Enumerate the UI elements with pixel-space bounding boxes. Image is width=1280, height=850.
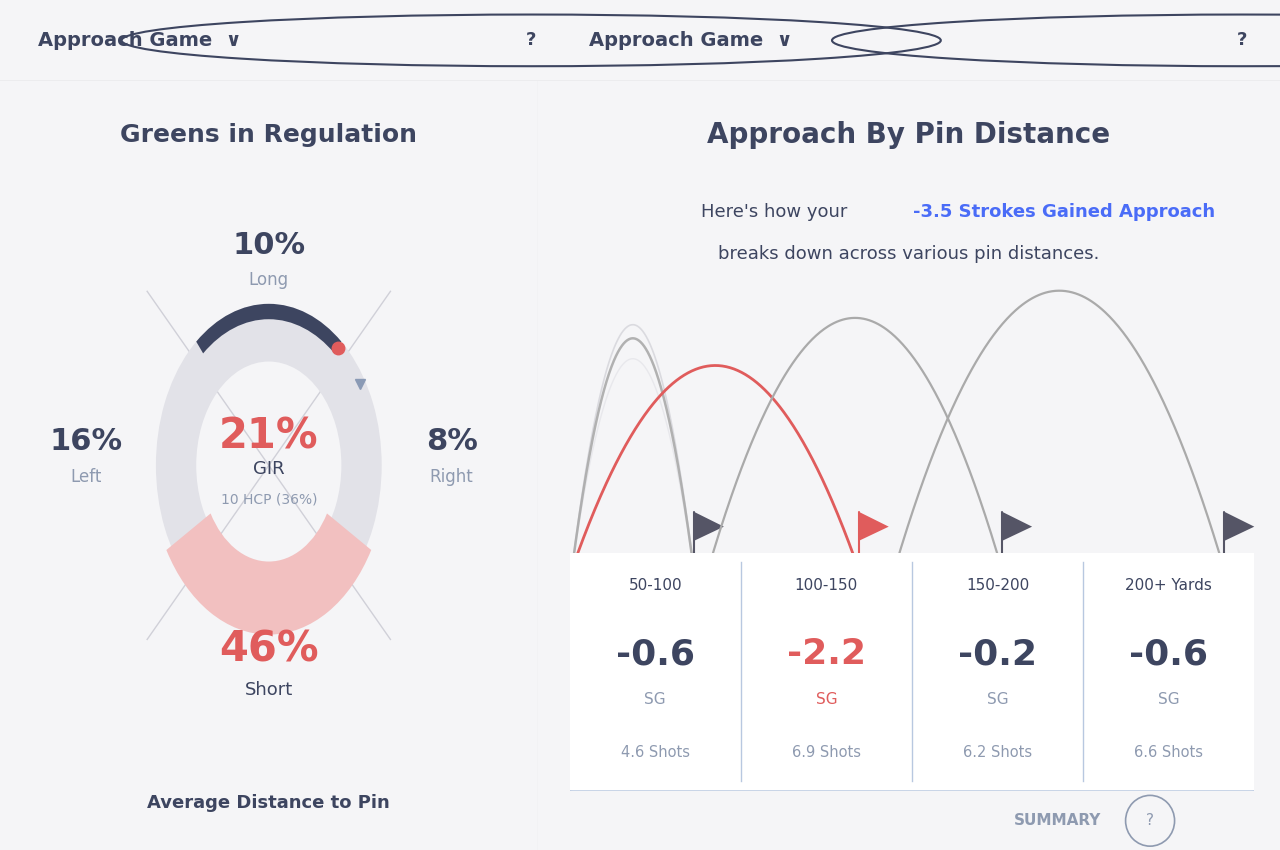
Polygon shape <box>694 512 724 541</box>
Text: Long: Long <box>248 270 289 289</box>
Text: 50-100: 50-100 <box>628 578 682 593</box>
Text: Approach Game  ∨: Approach Game ∨ <box>589 31 792 50</box>
FancyBboxPatch shape <box>563 552 1261 791</box>
Text: Left: Left <box>70 468 101 486</box>
Text: SG: SG <box>1158 692 1180 706</box>
Text: Right: Right <box>430 468 474 486</box>
Text: 200+ Yards: 200+ Yards <box>1125 578 1212 593</box>
Text: Average Distance to Pin: Average Distance to Pin <box>147 794 390 812</box>
Text: Here's how your: Here's how your <box>701 202 852 220</box>
Text: 6.2 Shots: 6.2 Shots <box>963 745 1032 760</box>
Text: 6.9 Shots: 6.9 Shots <box>792 745 861 760</box>
Text: -3.5 Strokes Gained Approach: -3.5 Strokes Gained Approach <box>913 202 1215 220</box>
Text: breaks down across various pin distances.: breaks down across various pin distances… <box>718 245 1100 263</box>
Text: Approach Game  ∨: Approach Game ∨ <box>38 31 242 50</box>
Text: 46%: 46% <box>219 628 319 671</box>
Text: -2.2: -2.2 <box>787 637 865 671</box>
Text: 16%: 16% <box>50 427 123 456</box>
Text: ?: ? <box>1236 31 1247 49</box>
Text: 10%: 10% <box>232 231 306 260</box>
Polygon shape <box>859 512 888 541</box>
Text: GIR: GIR <box>253 460 284 479</box>
Text: SG: SG <box>815 692 837 706</box>
Wedge shape <box>196 303 342 354</box>
Text: 150-200: 150-200 <box>966 578 1029 593</box>
Text: ?: ? <box>526 31 536 49</box>
Text: -0.6: -0.6 <box>1129 637 1208 671</box>
Text: -0.6: -0.6 <box>616 637 695 671</box>
Text: ?: ? <box>1146 813 1155 828</box>
Text: Short: Short <box>244 681 293 699</box>
Text: Greens in Regulation: Greens in Regulation <box>120 122 417 146</box>
Text: 8%: 8% <box>426 427 477 456</box>
Text: SUMMARY: SUMMARY <box>1014 813 1101 828</box>
Wedge shape <box>156 303 381 627</box>
Text: 21%: 21% <box>219 415 319 457</box>
Text: SG: SG <box>987 692 1009 706</box>
Text: 100-150: 100-150 <box>795 578 858 593</box>
Wedge shape <box>166 513 371 635</box>
Text: 6.6 Shots: 6.6 Shots <box>1134 745 1203 760</box>
Text: 10 HCP (36%): 10 HCP (36%) <box>220 493 317 507</box>
Polygon shape <box>1224 512 1254 541</box>
Text: SG: SG <box>644 692 666 706</box>
Text: Approach By Pin Distance: Approach By Pin Distance <box>708 121 1110 149</box>
Text: -0.2: -0.2 <box>959 637 1037 671</box>
Text: 4.6 Shots: 4.6 Shots <box>621 745 690 760</box>
Polygon shape <box>1002 512 1032 541</box>
